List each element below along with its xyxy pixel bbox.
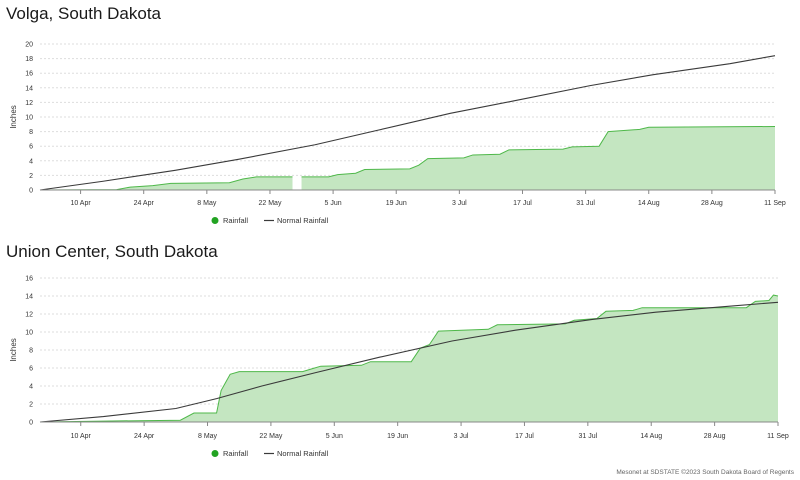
y-tick-label: 2 xyxy=(29,173,33,180)
x-tick-label: 8 May xyxy=(197,200,217,207)
y-tick-label: 0 xyxy=(29,420,33,427)
rainfall-line xyxy=(39,176,293,191)
x-tick-label: 3 Jul xyxy=(454,433,469,440)
y-tick-label: 12 xyxy=(25,100,33,107)
y-tick-label: 20 xyxy=(25,42,33,49)
x-tick-label: 28 Aug xyxy=(701,200,723,207)
rainfall-area xyxy=(301,126,775,190)
y-tick-label: 16 xyxy=(25,276,33,283)
x-tick-label: 31 Jul xyxy=(576,200,595,207)
x-tick-label: 22 May xyxy=(258,200,281,207)
x-tick-label: 31 Jul xyxy=(578,433,597,440)
credit-text: Mesonet at SDSTATE ©2023 South Dakota Bo… xyxy=(616,469,794,476)
x-tick-label: 19 Jun xyxy=(386,200,407,207)
legend-normal-label: Normal Rainfall xyxy=(277,449,329,458)
legend-rainfall-label: Rainfall xyxy=(223,449,248,458)
y-tick-label: 6 xyxy=(29,366,33,373)
rainfall-line xyxy=(39,294,779,423)
chart-title-volga: Volga, South Dakota xyxy=(6,4,162,23)
x-tick-label: 17 Jul xyxy=(513,200,532,207)
x-tick-label: 19 Jun xyxy=(387,433,408,440)
y-tick-label: 8 xyxy=(29,348,33,355)
legend-normal-label: Normal Rainfall xyxy=(277,216,329,225)
chart-volga: 0 2 4 6 8 10 12 14 16 18 20 Inches 10 Apr 24 Apr 8 May… xyxy=(9,42,786,226)
x-tick-label: 5 Jun xyxy=(325,200,342,207)
y-tick-label: 2 xyxy=(29,402,33,409)
y-tick-label: 14 xyxy=(25,294,33,301)
y-axis-label: Inches xyxy=(9,105,18,129)
x-tick-label: 10 Apr xyxy=(70,200,91,207)
x-tick-label: 5 Jun xyxy=(326,433,343,440)
rainfall-area xyxy=(40,295,778,422)
y-tick-label: 16 xyxy=(25,71,33,78)
x-tick-label: 28 Aug xyxy=(704,433,726,440)
x-tick-label: 24 Apr xyxy=(134,433,155,440)
x-tick-label: 14 Aug xyxy=(640,433,662,440)
x-tick-label: 24 Apr xyxy=(134,200,155,207)
legend-rainfall-marker xyxy=(211,450,219,457)
x-tick-label: 17 Jul xyxy=(515,433,534,440)
y-axis-label: Inches xyxy=(9,338,18,362)
y-tick-label: 4 xyxy=(29,158,33,165)
y-tick-label: 12 xyxy=(25,312,33,319)
legend-rainfall-label: Rainfall xyxy=(223,216,248,225)
x-tick-label: 8 May xyxy=(198,433,218,440)
legend-rainfall-marker xyxy=(211,217,219,224)
normal-rainfall-line xyxy=(39,301,779,423)
rainfall-area xyxy=(40,176,293,190)
y-tick-label: 18 xyxy=(25,56,33,63)
y-tick-label: 6 xyxy=(29,144,33,151)
normal-rainfall-line xyxy=(39,55,776,191)
y-tick-label: 10 xyxy=(25,115,33,122)
y-tick-label: 8 xyxy=(29,129,33,136)
chart-title-union-center: Union Center, South Dakota xyxy=(6,242,218,261)
x-tick-label: 11 Sep xyxy=(764,200,786,207)
x-tick-label: 22 May xyxy=(259,433,282,440)
x-tick-label: 10 Apr xyxy=(71,433,92,440)
y-tick-label: 14 xyxy=(25,85,33,92)
chart-union-center: 0 2 4 6 8 10 12 14 16 Inches 10 Apr 24 Apr 8 May 22 M… xyxy=(9,276,789,459)
y-tick-label: 0 xyxy=(29,188,33,195)
rainfall-line xyxy=(301,125,776,178)
x-tick-label: 11 Sep xyxy=(767,433,789,440)
x-tick-label: 14 Aug xyxy=(638,200,660,207)
y-tick-label: 10 xyxy=(25,330,33,337)
x-tick-label: 3 Jul xyxy=(452,200,467,207)
y-tick-label: 4 xyxy=(29,384,33,391)
